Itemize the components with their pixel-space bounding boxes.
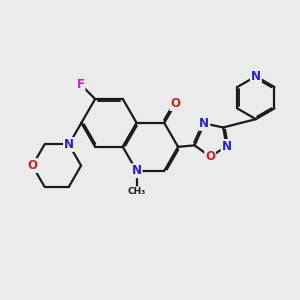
Text: N: N [251, 70, 261, 83]
Text: N: N [199, 117, 209, 130]
Text: O: O [170, 97, 180, 110]
Text: N: N [132, 164, 142, 177]
Text: O: O [205, 150, 215, 163]
Text: CH₃: CH₃ [128, 187, 146, 196]
Text: O: O [27, 159, 37, 172]
Text: F: F [76, 78, 85, 91]
Text: N: N [64, 138, 74, 151]
Text: N: N [221, 140, 232, 153]
